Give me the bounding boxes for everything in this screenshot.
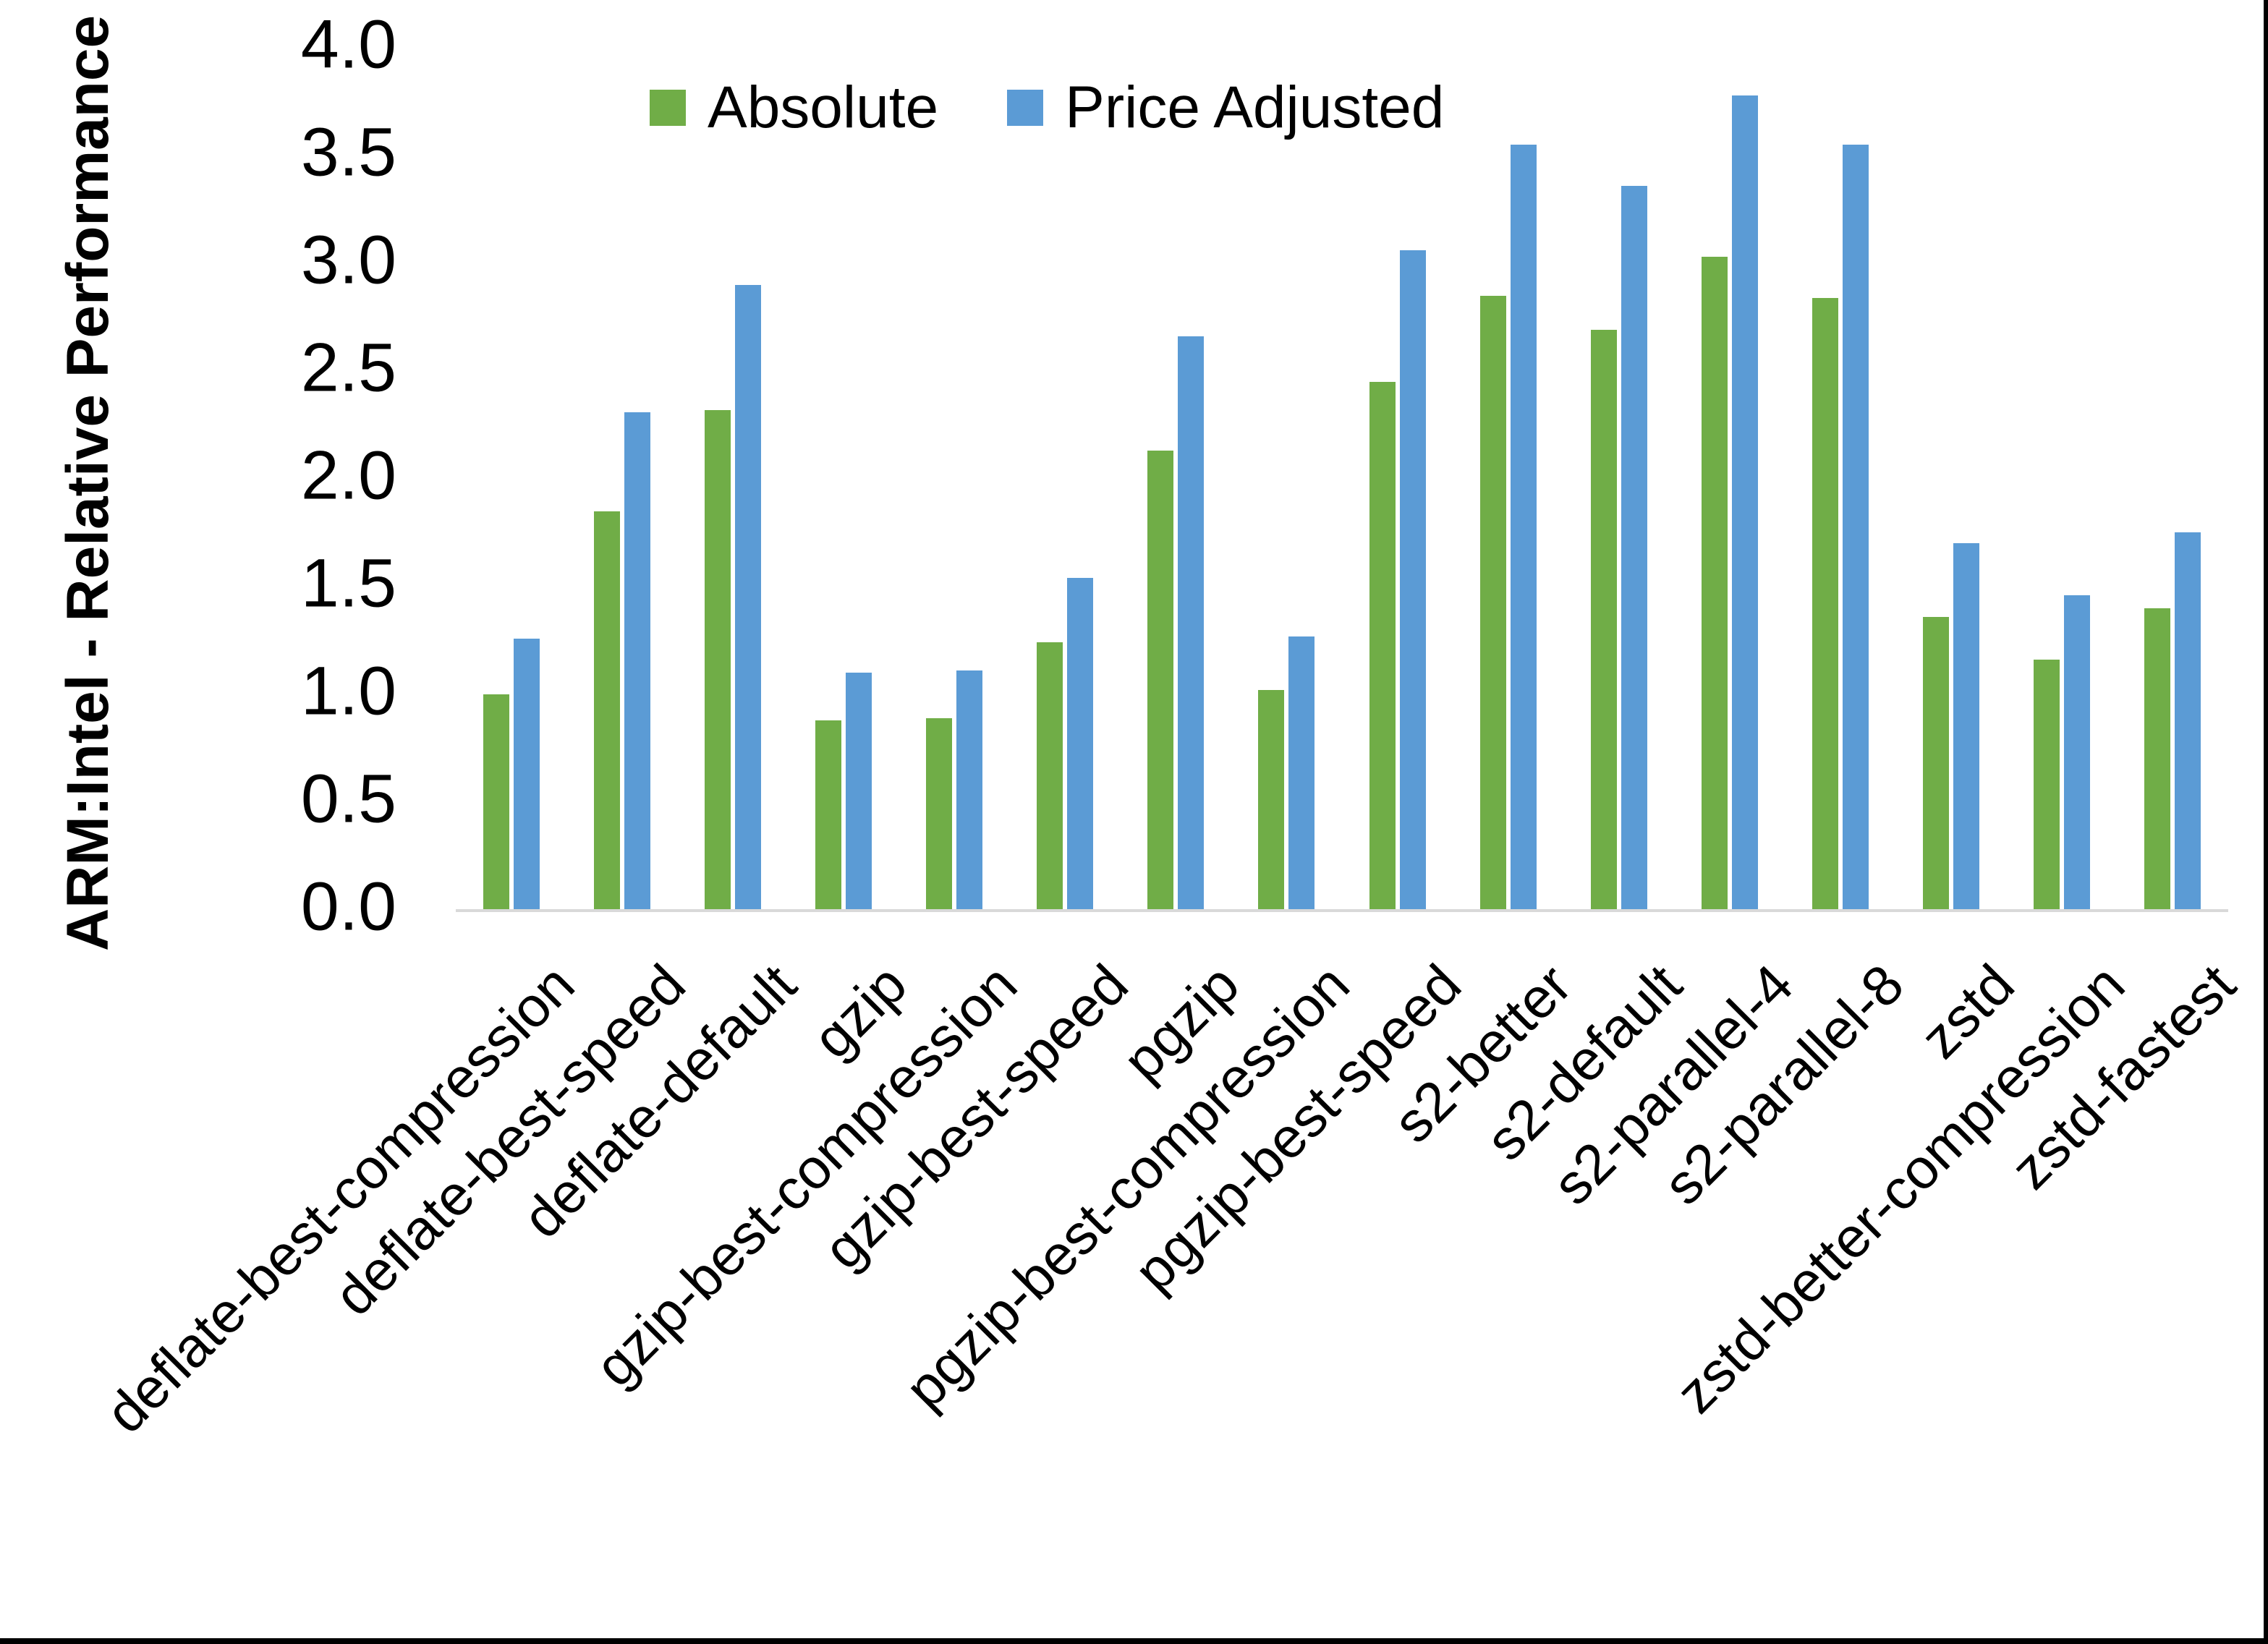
y-axis-tick-label: 3.5 <box>300 114 396 191</box>
y-axis-tick-label: 2.0 <box>300 437 396 514</box>
legend: Absolute Price Adjusted <box>650 78 1444 137</box>
window-border-right <box>2264 0 2268 1644</box>
y-axis-tick-label: 0.5 <box>300 760 396 838</box>
bar-absolute <box>2034 660 2060 910</box>
bar-absolute <box>1369 382 1396 910</box>
y-axis-tick-label: 1.0 <box>300 652 396 730</box>
bar-price-adjusted <box>1288 636 1314 910</box>
bar-absolute <box>1702 257 1728 910</box>
bar-price-adjusted <box>735 285 761 910</box>
legend-swatch-icon <box>650 90 686 126</box>
x-axis-line <box>456 909 2228 912</box>
bar-absolute <box>815 720 841 910</box>
bar-absolute <box>1591 330 1617 910</box>
bar-price-adjusted <box>2064 595 2090 910</box>
y-axis-tick-label: 4.0 <box>300 6 396 83</box>
bar-absolute <box>705 410 731 910</box>
bar-price-adjusted <box>1511 145 1537 910</box>
bar-price-adjusted <box>1953 543 1979 910</box>
y-axis-tick-label: 1.5 <box>300 545 396 622</box>
bar-price-adjusted <box>2175 532 2201 910</box>
bar-price-adjusted <box>1843 145 1869 910</box>
legend-label: Absolute <box>708 74 939 140</box>
bar-price-adjusted <box>514 639 540 910</box>
bar-absolute <box>483 694 509 910</box>
bar-absolute <box>1923 617 1949 910</box>
bar-price-adjusted <box>956 670 982 910</box>
y-axis-tick-label: 3.0 <box>300 221 396 299</box>
window-border-bottom <box>0 1638 2268 1644</box>
bar-price-adjusted <box>1732 95 1758 910</box>
y-axis-tick-label: 0.0 <box>300 868 396 945</box>
legend-item-absolute[interactable]: Absolute <box>650 78 938 137</box>
bar-absolute <box>1812 298 1838 910</box>
bar-price-adjusted <box>846 673 872 910</box>
bar-absolute <box>1147 451 1173 910</box>
bar-absolute <box>926 718 952 910</box>
bar-absolute <box>594 511 620 910</box>
bar-price-adjusted <box>1178 336 1204 910</box>
legend-item-price-adjusted[interactable]: Price Adjusted <box>1007 78 1444 137</box>
x-axis-label: deflate-best-compression <box>93 952 587 1445</box>
y-axis-title: ARM:Intel - Relative Performance <box>55 14 121 952</box>
bar-price-adjusted <box>624 412 650 910</box>
bar-price-adjusted <box>1400 250 1426 910</box>
bar-absolute <box>1480 296 1506 910</box>
legend-swatch-icon <box>1007 90 1044 126</box>
y-axis-tick-label: 2.5 <box>300 329 396 406</box>
bar-absolute <box>1037 642 1063 910</box>
bar-absolute <box>1258 690 1284 910</box>
bar-price-adjusted <box>1621 186 1647 910</box>
bar-price-adjusted <box>1067 578 1093 910</box>
legend-label: Price Adjusted <box>1065 74 1445 140</box>
bar-absolute <box>2144 608 2170 910</box>
